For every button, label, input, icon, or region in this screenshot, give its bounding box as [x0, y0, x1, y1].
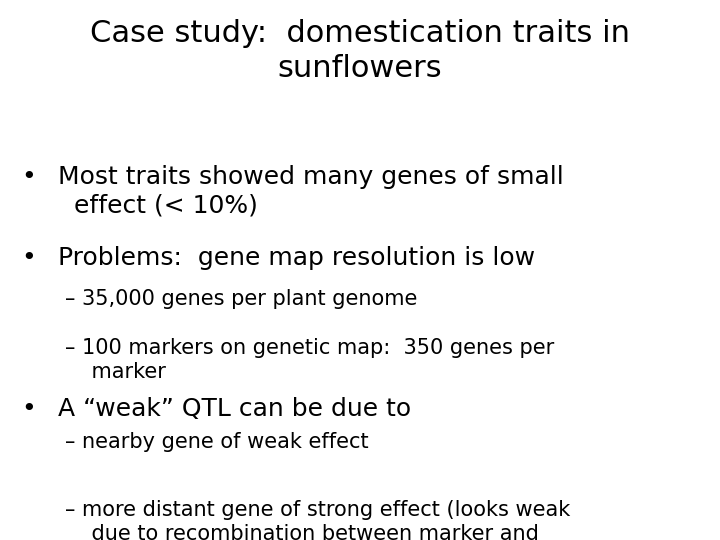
Text: – more distant gene of strong effect (looks weak
    due to recombination betwee: – more distant gene of strong effect (lo… [65, 500, 570, 540]
Text: •: • [22, 165, 36, 188]
Text: Problems:  gene map resolution is low: Problems: gene map resolution is low [58, 246, 535, 269]
Text: – nearby gene of weak effect: – nearby gene of weak effect [65, 432, 369, 452]
Text: Case study:  domestication traits in
sunflowers: Case study: domestication traits in sunf… [90, 19, 630, 83]
Text: – 100 markers on genetic map:  350 genes per
    marker: – 100 markers on genetic map: 350 genes … [65, 338, 554, 381]
Text: A “weak” QTL can be due to: A “weak” QTL can be due to [58, 397, 410, 421]
Text: – 35,000 genes per plant genome: – 35,000 genes per plant genome [65, 289, 417, 309]
Text: •: • [22, 397, 36, 421]
Text: •: • [22, 246, 36, 269]
Text: Most traits showed many genes of small
  effect (< 10%): Most traits showed many genes of small e… [58, 165, 563, 218]
